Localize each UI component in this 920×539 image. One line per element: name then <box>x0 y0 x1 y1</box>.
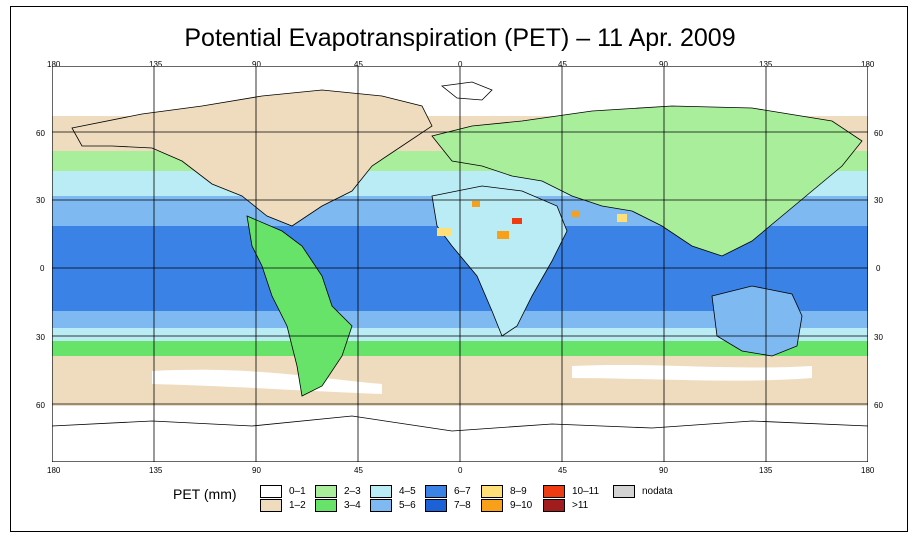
patch-white <box>572 364 812 381</box>
lat-tick-right: 60 <box>874 401 883 410</box>
lat-tick-left: 60 <box>36 129 45 138</box>
lon-tick-top: 90 <box>252 60 261 69</box>
lat-tick-right: 60 <box>874 129 883 138</box>
lon-tick-top: 135 <box>759 60 773 69</box>
lon-tick-top: 45 <box>354 60 363 69</box>
legend-swatch <box>543 499 565 512</box>
lon-tick-top: 135 <box>149 60 163 69</box>
legend-swatch <box>260 485 282 498</box>
greenland <box>441 81 493 101</box>
legend-swatch <box>613 485 635 498</box>
legend-label: 0–1 <box>289 486 306 497</box>
legend-label: 4–5 <box>399 486 416 497</box>
lon-tick-bottom: 135 <box>759 466 773 475</box>
legend-label: 7–8 <box>454 500 471 511</box>
lat-tick-left: 30 <box>36 196 45 205</box>
pet-map <box>52 66 868 462</box>
north-america <box>71 89 433 227</box>
lat-tick-right: 0 <box>876 264 881 273</box>
legend-label: 5–6 <box>399 500 416 511</box>
hotspot <box>497 231 509 239</box>
legend-swatch <box>425 485 447 498</box>
lon-tick-bottom: 90 <box>252 466 261 475</box>
lon-tick-bottom: 135 <box>149 466 163 475</box>
legend-label: >11 <box>572 500 589 511</box>
legend-label: 6–7 <box>454 486 471 497</box>
map-title: Potential Evapotranspiration (PET) – 11 … <box>184 24 736 52</box>
legend-title: PET (mm) <box>173 486 237 502</box>
hotspot <box>437 228 451 236</box>
legend-label: 10–11 <box>572 486 600 497</box>
legend-swatch <box>481 499 503 512</box>
legend-label: 9–10 <box>510 500 533 511</box>
patch-white <box>152 369 382 394</box>
figure-frame <box>10 6 908 532</box>
legend-label: 1–2 <box>289 500 306 511</box>
lon-tick-bottom: 180 <box>861 466 875 475</box>
lat-tick-right: 30 <box>874 333 883 342</box>
legend-label: 3–4 <box>344 500 361 511</box>
lon-tick-top: 90 <box>659 60 668 69</box>
legend-swatch <box>543 485 565 498</box>
hotspot <box>472 201 480 207</box>
legend-label: 8–9 <box>510 486 527 497</box>
hotspot <box>617 214 627 222</box>
legend-swatch <box>481 485 503 498</box>
legend-swatch <box>370 499 392 512</box>
south-america <box>246 215 353 397</box>
africa <box>431 185 568 337</box>
lon-tick-bottom: 45 <box>558 466 567 475</box>
lon-tick-bottom: 0 <box>458 466 463 475</box>
hotspot <box>572 211 580 217</box>
lon-tick-top: 180 <box>861 60 875 69</box>
legend-swatch <box>260 499 282 512</box>
graticule <box>52 66 868 462</box>
hotspot <box>512 218 522 224</box>
lat-tick-right: 30 <box>874 196 883 205</box>
lon-tick-top: 180 <box>47 60 61 69</box>
legend-label: 2–3 <box>344 486 361 497</box>
legend-swatch <box>315 485 337 498</box>
lon-tick-bottom: 90 <box>659 466 668 475</box>
legend-swatch <box>425 499 447 512</box>
lat-tick-left: 30 <box>36 333 45 342</box>
lat-tick-left: 0 <box>40 264 45 273</box>
lon-tick-bottom: 45 <box>354 466 363 475</box>
eurasia <box>431 105 863 257</box>
lon-tick-top: 0 <box>458 60 463 69</box>
australia <box>711 285 803 357</box>
lat-tick-left: 60 <box>36 401 45 410</box>
lon-tick-bottom: 180 <box>47 466 61 475</box>
legend-label: nodata <box>642 486 673 497</box>
legend-swatch <box>315 499 337 512</box>
legend-swatch <box>370 485 392 498</box>
lon-tick-top: 45 <box>558 60 567 69</box>
